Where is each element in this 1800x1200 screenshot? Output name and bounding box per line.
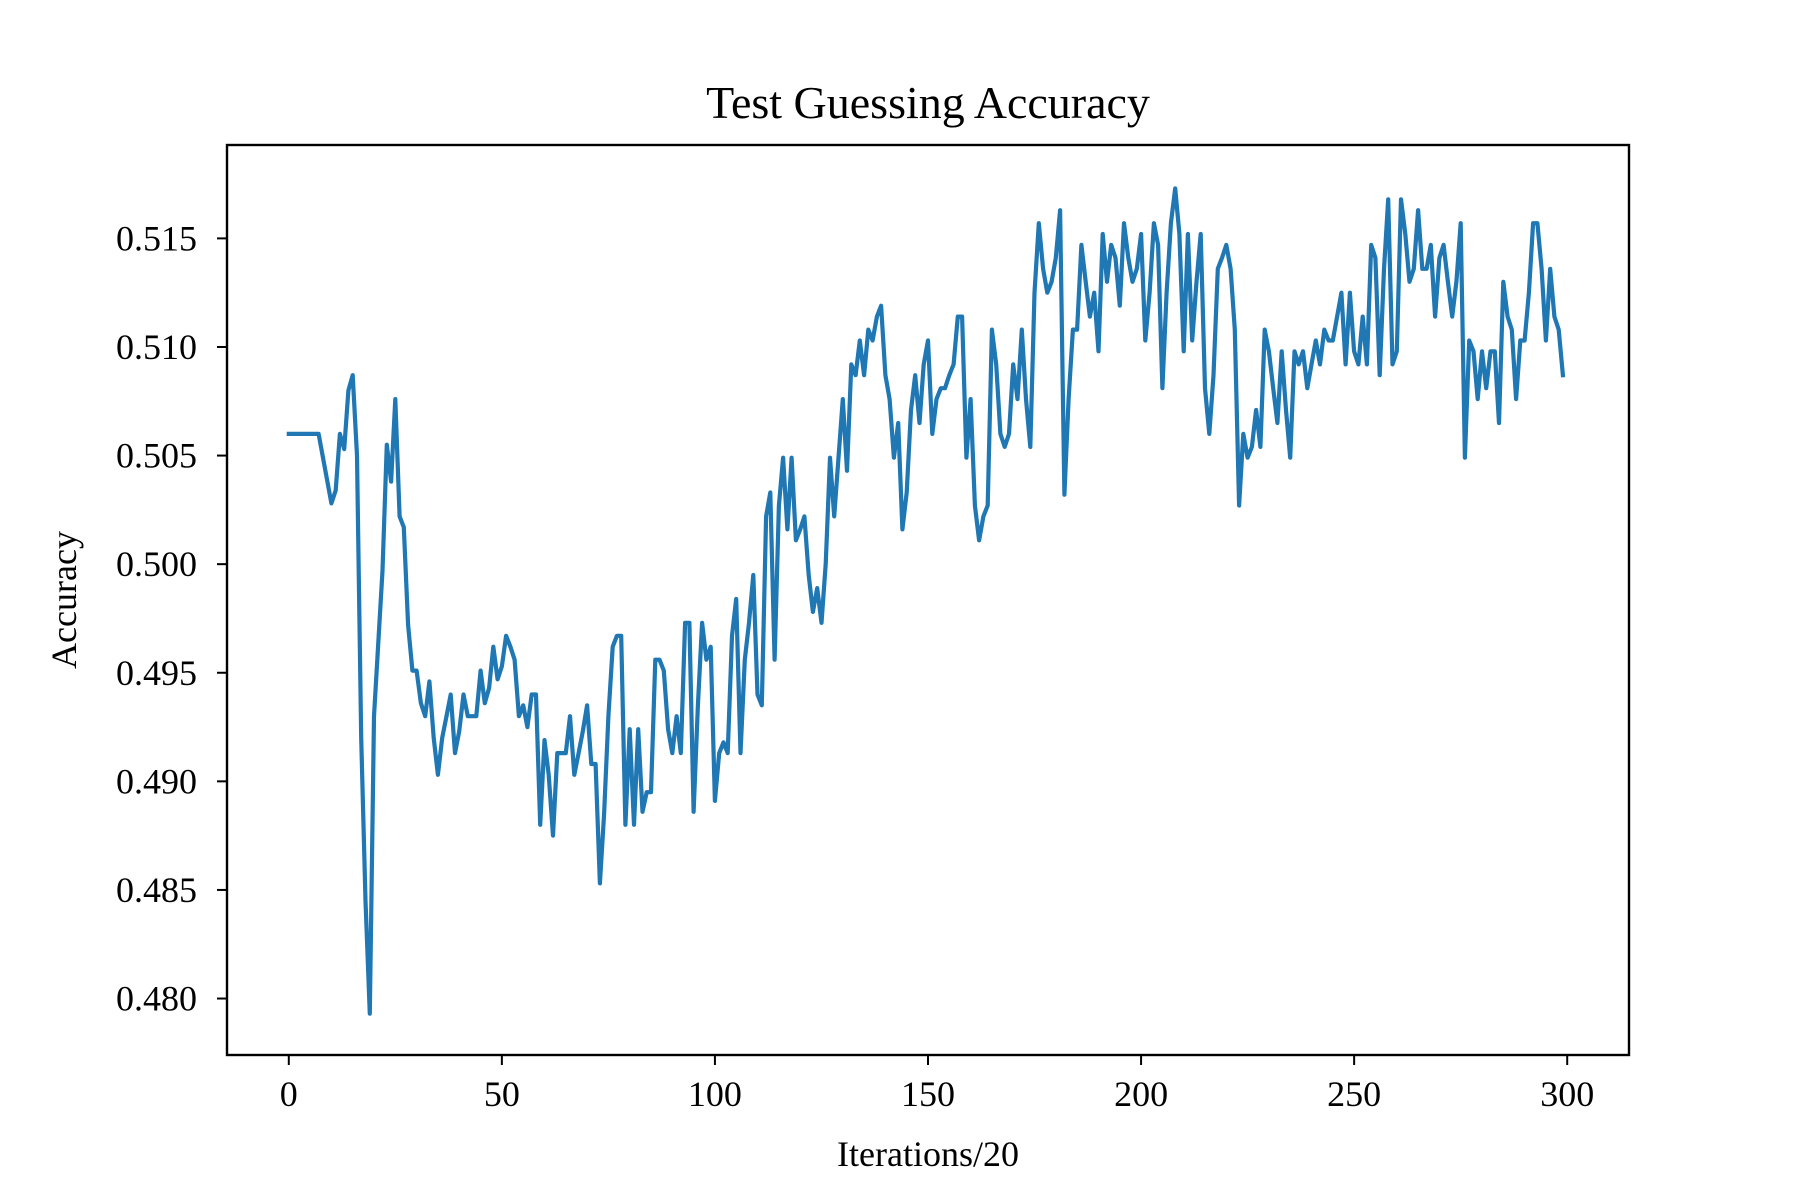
x-tick-label: 0	[280, 1074, 298, 1114]
x-axis: 0 50 100 150 200 250 300	[280, 1055, 1594, 1114]
x-tick-label: 250	[1327, 1074, 1381, 1114]
y-tick-label: 0.505	[116, 436, 197, 476]
y-axis: 0.480 0.485 0.490 0.495 0.500 0.505 0.510 0.515	[116, 218, 227, 1019]
y-tick-label: 0.495	[116, 653, 197, 693]
x-axis-label: Iterations/20	[837, 1134, 1019, 1174]
y-tick-label: 0.480	[116, 979, 197, 1019]
y-tick-label: 0.485	[116, 870, 197, 910]
chart-title: Test Guessing Accuracy	[706, 77, 1150, 128]
y-tick-label: 0.510	[116, 327, 197, 367]
y-tick-label: 0.490	[116, 761, 197, 801]
y-tick-label: 0.515	[116, 218, 197, 258]
y-axis-label: Accuracy	[44, 531, 84, 669]
plot-frame	[225, 143, 1631, 1057]
x-tick-label: 150	[901, 1074, 955, 1114]
y-tick-label: 0.500	[116, 544, 197, 584]
plot-area	[286, 186, 1566, 1016]
series-line-0	[286, 186, 1566, 1016]
x-tick-label: 300	[1540, 1074, 1594, 1114]
x-tick-label: 100	[688, 1074, 742, 1114]
x-tick-label: 50	[484, 1074, 520, 1114]
x-tick-label: 200	[1114, 1074, 1168, 1114]
